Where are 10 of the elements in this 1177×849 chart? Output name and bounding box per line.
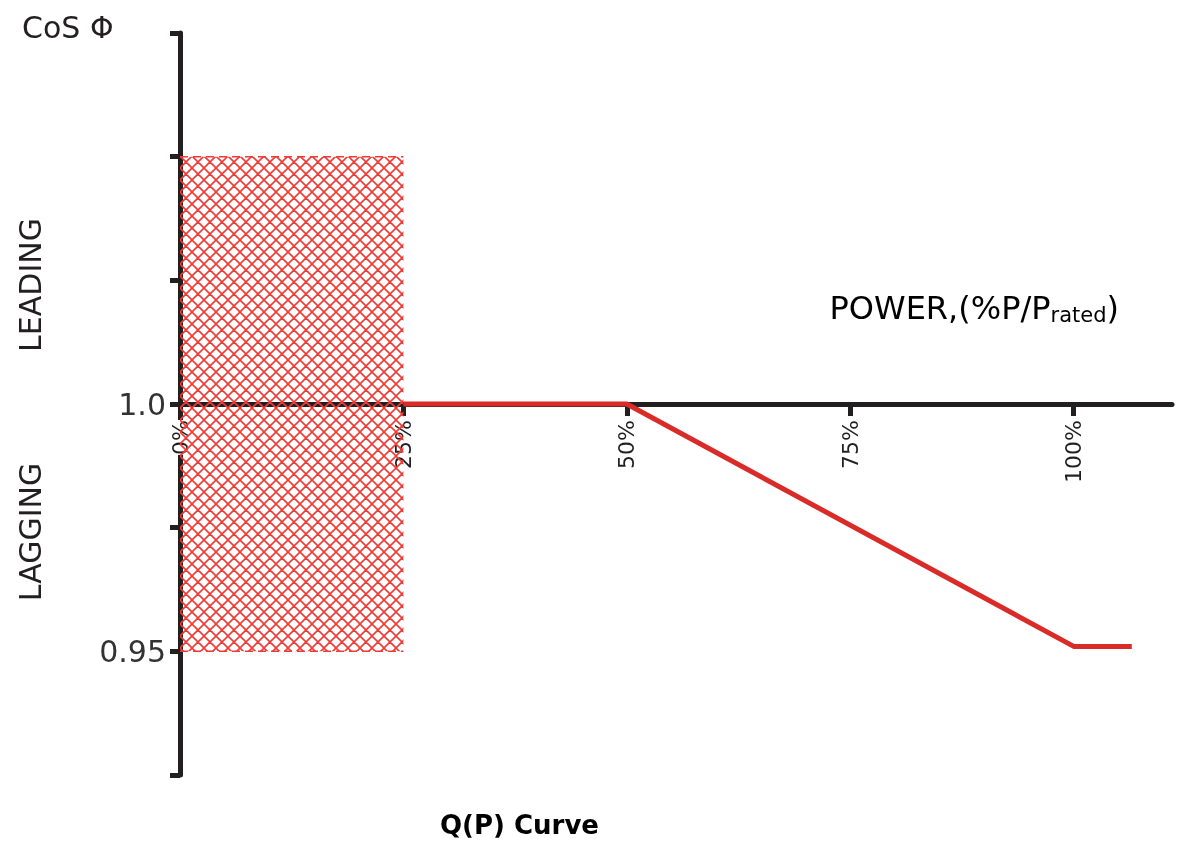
y-tick-label: 1.0 — [118, 386, 166, 422]
x-tick-label: 100% — [1061, 420, 1087, 483]
text: LAGGING — [12, 462, 48, 602]
y-tick-label: 0.95 — [99, 633, 166, 669]
x-tick-label: 50% — [614, 420, 640, 469]
text: Q(P) Curve — [440, 810, 599, 840]
text: LEADING — [12, 218, 48, 352]
x-axis-title: POWER,(%P/Prated) — [829, 289, 1119, 327]
x-tick-label: 75% — [837, 420, 863, 469]
y-axis-title: CoS Φ — [22, 9, 114, 45]
